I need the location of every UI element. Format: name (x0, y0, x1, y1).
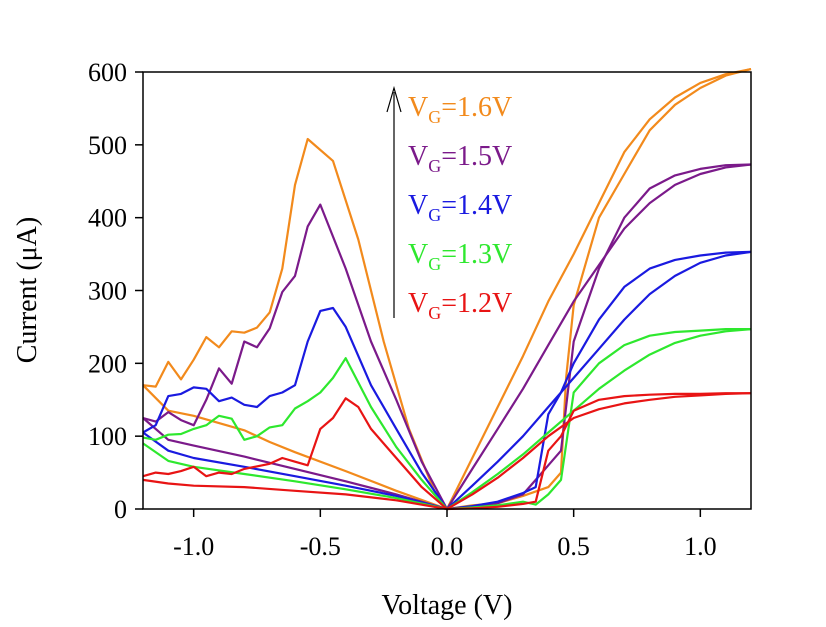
legend: VG=1.6V VG=1.5V VG=1.4V VG=1.3V VG=1.2V (386, 85, 512, 323)
x-tick-label: -1.0 (173, 532, 214, 561)
x-tick-label: 0.0 (431, 532, 464, 561)
series-2 (142, 163, 752, 511)
series-5 (142, 392, 752, 511)
y-tick-label: 400 (88, 204, 127, 233)
series-line-reverse (142, 163, 752, 511)
series-line-reverse (142, 328, 752, 511)
y-tick-label: 0 (114, 495, 127, 524)
x-tick-label: 1.0 (684, 532, 717, 561)
series-line-forward (142, 392, 751, 511)
series-line-forward (142, 328, 751, 511)
x-tick-label: -0.5 (300, 532, 341, 561)
y-tick-label: 600 (88, 58, 127, 87)
x-axis-title: Voltage (V) (382, 590, 513, 621)
legend-entry: VG=1.3V (408, 239, 512, 274)
y-tick-label: 100 (88, 422, 127, 451)
legend-arrow-head (386, 85, 402, 113)
y-tick-label: 200 (88, 349, 127, 378)
series-3 (142, 250, 752, 511)
series-4 (142, 328, 752, 511)
legend-entry: VG=1.2V (408, 288, 512, 323)
legend-entry: VG=1.6V (408, 92, 512, 127)
series-line-forward (142, 250, 752, 511)
y-axis-title: Current (μA) (12, 217, 43, 363)
y-axis-ticks: 0 100 200 300 400 500 600 (88, 58, 143, 524)
x-tick-label: 0.5 (557, 532, 590, 561)
series-line-reverse (142, 68, 752, 511)
y-tick-label: 300 (88, 277, 127, 306)
x-axis-ticks: -1.0 -0.5 0.0 0.5 1.0 (173, 509, 717, 561)
series-line-reverse (142, 392, 752, 511)
legend-entry: VG=1.4V (408, 190, 512, 225)
legend-entry: VG=1.5V (408, 141, 512, 176)
y-tick-label: 500 (88, 131, 127, 160)
series-line-reverse (142, 250, 752, 511)
series-layer (142, 68, 752, 511)
